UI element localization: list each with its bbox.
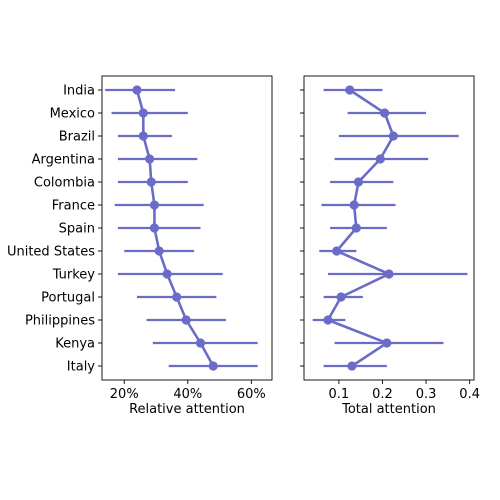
total-attention-x-tick-label-3: 0.4 <box>459 387 480 402</box>
relative-attention-point-india <box>132 85 142 95</box>
total-attention-point-spain <box>351 223 361 233</box>
relative-attention-point-kenya <box>195 338 206 348</box>
total-attention-x-label: Total attention <box>341 402 436 417</box>
relative-attention-panel: India Mexico Brazil Argentina Colombia France… <box>7 75 273 417</box>
relative-attention-error-bars <box>105 88 258 368</box>
category-label-colombia: Colombia <box>34 176 95 191</box>
total-attention-point-united-states <box>332 246 342 256</box>
total-attention-x-tick-label-1: 0.2 <box>372 387 393 402</box>
relative-attention-x-tick-label-0: 20% <box>110 387 139 402</box>
category-label-italy: Italy <box>67 360 96 375</box>
total-attention-point-brazil <box>388 131 398 141</box>
total-attention-x-tick-label-2: 0.3 <box>416 387 437 402</box>
category-label-brazil: Brazil <box>59 130 95 145</box>
relative-attention-x-label: Relative attention <box>129 402 245 417</box>
total-attention-y-axis <box>300 89 304 367</box>
category-label-argentina: Argentina <box>32 153 95 168</box>
category-label-mexico: Mexico <box>50 107 95 122</box>
category-label-india: India <box>63 84 95 99</box>
relative-attention-points <box>132 85 218 371</box>
total-attention-point-italy <box>347 361 357 371</box>
total-attention-point-turkey <box>384 269 394 279</box>
total-attention-point-france <box>349 200 359 210</box>
relative-attention-point-argentina <box>145 154 155 164</box>
total-attention-point-portugal <box>336 292 346 302</box>
total-attention-point-colombia <box>353 177 364 187</box>
total-attention-point-kenya <box>382 338 392 348</box>
category-label-turkey: Turkey <box>52 268 96 283</box>
total-attention-x-axis: 0.1 0.2 0.3 0.4 <box>329 380 480 402</box>
relative-attention-point-united-states <box>154 246 164 256</box>
relative-attention-point-turkey <box>162 269 172 279</box>
total-attention-point-india <box>345 85 355 95</box>
relative-attention-point-colombia <box>146 177 156 187</box>
relative-attention-point-portugal <box>172 292 182 302</box>
relative-attention-x-tick-label-2: 60% <box>237 387 266 402</box>
relative-attention-point-france <box>149 200 160 210</box>
relative-attention-x-axis: 20% 40% 60% <box>110 380 266 402</box>
relative-attention-point-italy <box>208 361 218 371</box>
total-attention-point-philippines <box>323 315 333 325</box>
total-attention-point-mexico <box>380 108 390 118</box>
category-label-portugal: Portugal <box>41 291 95 306</box>
relative-attention-x-tick-label-1: 40% <box>173 387 202 402</box>
category-label-united-states: United States <box>7 245 95 260</box>
country-axis-labels: India Mexico Brazil Argentina Colombia France… <box>7 84 102 375</box>
category-label-philippines: Philippines <box>25 314 95 329</box>
category-label-spain: Spain <box>59 222 95 237</box>
relative-attention-point-spain <box>149 223 160 233</box>
category-label-france: France <box>52 199 95 214</box>
relative-attention-point-brazil <box>138 131 148 141</box>
relative-attention-point-mexico <box>138 108 148 118</box>
relative-attention-point-philippines <box>181 315 191 325</box>
total-attention-point-argentina <box>375 154 385 164</box>
total-attention-panel: 0.1 0.2 0.3 0.4 Total attention <box>300 75 480 417</box>
total-attention-x-tick-label-0: 0.1 <box>329 387 350 402</box>
total-attention-error-bars <box>312 88 468 368</box>
total-attention-points <box>323 85 398 371</box>
category-label-kenya: Kenya <box>55 337 95 352</box>
